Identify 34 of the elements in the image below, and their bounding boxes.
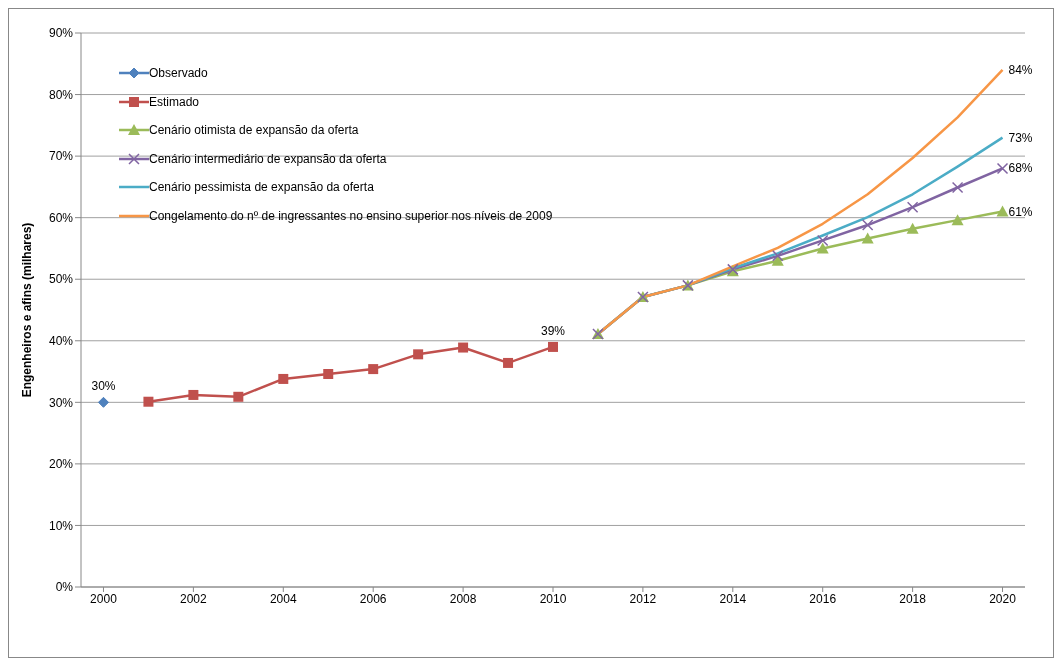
y-tick-label: 50% <box>48 272 74 287</box>
y-tick-label: 70% <box>48 149 74 164</box>
data-label: 68% <box>1008 161 1033 176</box>
x-tick-label: 2004 <box>269 591 297 606</box>
y-tick-label: 80% <box>48 87 74 102</box>
data-label: 30% <box>91 379 116 394</box>
y-tick-label: 30% <box>48 395 74 410</box>
x-tick-label: 2008 <box>449 591 477 606</box>
x-tick-label: 2018 <box>899 591 927 606</box>
y-tick-label: 10% <box>48 518 74 533</box>
data-label: 39% <box>540 323 566 338</box>
data-label: 84% <box>1008 62 1033 77</box>
y-axis-title: Engenheiros e afins (milhares) <box>20 222 35 398</box>
x-tick-label: 2012 <box>629 591 657 606</box>
legend-label: Estimado <box>149 94 200 109</box>
x-tick-label: 2014 <box>719 591 747 606</box>
legend-label: Observado <box>149 66 208 81</box>
y-tick-label: 20% <box>48 457 74 472</box>
y-tick-label: 0% <box>55 580 74 595</box>
y-tick-label: 60% <box>48 210 74 225</box>
x-tick-label: 2020 <box>989 591 1017 606</box>
x-tick-label: 2010 <box>539 591 567 606</box>
legend-label: Cenário pessimista de expansão da oferta <box>149 180 374 195</box>
y-tick-label: 40% <box>48 334 74 349</box>
y-tick-label: 90% <box>48 26 74 41</box>
legend-label: Cenário intermediário de expansão da oferta <box>149 151 387 166</box>
x-tick-label: 2016 <box>809 591 837 606</box>
x-tick-label: 2006 <box>359 591 387 606</box>
x-tick-label: 2000 <box>90 591 118 606</box>
legend-label: Cenário otimista de expansão da oferta <box>149 123 359 138</box>
x-tick-label: 2002 <box>180 591 208 606</box>
data-label: 61% <box>1008 204 1033 219</box>
legend-label: Congelamento do nº de ingressantes no ensino superior nos níveis de 2009 <box>149 208 553 223</box>
data-label: 73% <box>1008 130 1033 145</box>
